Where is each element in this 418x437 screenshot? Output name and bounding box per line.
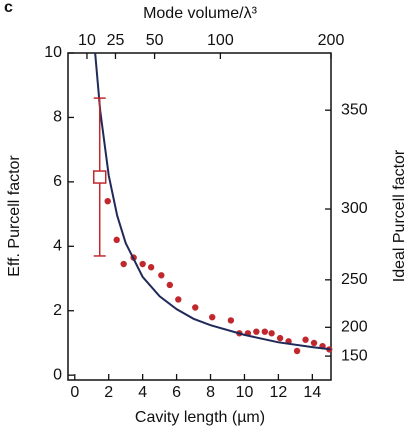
y-tick-label: 2	[53, 302, 62, 319]
data-point	[268, 330, 275, 337]
x2-tick-label: 200	[318, 32, 345, 49]
x2-tick-label: 10	[78, 32, 96, 49]
data-point	[166, 281, 174, 289]
data-point	[147, 264, 155, 271]
fit-curve	[94, 53, 331, 351]
y2-tick-label: 300	[341, 200, 368, 217]
x-tick-label: 0	[70, 384, 79, 401]
y-tick-label: 10	[44, 44, 62, 61]
y2-axis-label: Ideal Purcell factor	[391, 149, 408, 282]
y2-tick-label: 150	[341, 347, 368, 364]
error-point	[92, 170, 107, 184]
x-tick-label: 4	[138, 384, 147, 401]
y-tick-label: 6	[53, 173, 62, 190]
x2-axis-label: Mode volume/λ³	[143, 5, 257, 22]
y2-tick-label: 350	[341, 101, 368, 118]
data-point	[310, 339, 318, 347]
data-point	[227, 317, 235, 324]
y-tick-label: 8	[53, 109, 62, 126]
data-point	[175, 296, 182, 303]
data-point	[302, 336, 309, 343]
x-tick-label: 2	[104, 384, 113, 401]
data-point	[158, 272, 165, 279]
y-tick-label: 4	[53, 238, 62, 255]
y-tick-label: 0	[53, 366, 62, 383]
x-tick-label: 10	[236, 384, 254, 401]
x-tick-label: 8	[206, 384, 215, 401]
y2-tick-label: 200	[341, 319, 368, 336]
panel-label: c	[4, 0, 13, 16]
x-tick-label: 6	[172, 384, 181, 401]
plot-frame	[67, 52, 332, 381]
data-point	[276, 334, 284, 342]
x-tick-label: 12	[270, 384, 288, 401]
data-point	[120, 260, 127, 268]
y-axis-label: Eff. Purcell factor	[6, 155, 23, 277]
data-point	[261, 328, 269, 335]
data-point	[104, 197, 111, 205]
x-tick-label: 14	[303, 384, 321, 401]
data-point	[209, 313, 216, 321]
data-point	[192, 304, 199, 311]
data-point	[139, 260, 146, 268]
data-point	[253, 328, 260, 335]
x2-tick-label: 100	[207, 32, 234, 49]
data-point	[113, 236, 120, 244]
data-point	[293, 347, 301, 355]
x2-tick-label: 25	[107, 32, 125, 49]
y2-tick-label: 250	[341, 271, 368, 288]
x2-tick-label: 50	[146, 32, 164, 49]
x-axis-label: Cavity length (µm)	[135, 409, 265, 426]
